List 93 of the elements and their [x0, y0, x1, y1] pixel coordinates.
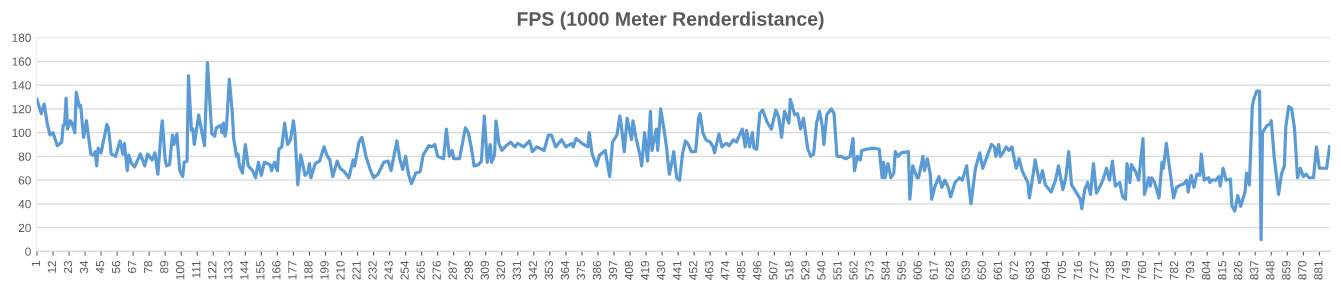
x-tick-label: 606	[913, 260, 922, 280]
x-tick-label: 441	[673, 261, 682, 280]
x-tick-label: 716	[1073, 260, 1083, 280]
x-tick-label: 254	[400, 260, 409, 280]
x-tick-label: 133	[224, 260, 233, 280]
x-tick-label: 199	[320, 261, 329, 280]
x-tick-label: 562	[849, 261, 858, 280]
x-tick-label: 661	[993, 261, 1002, 280]
x-tick-label: 188	[304, 260, 313, 280]
x-tick-label: 881	[1314, 261, 1323, 280]
x-tick-label: 628	[945, 260, 954, 280]
x-tick-label: 650	[977, 260, 986, 280]
x-tick-label: 804	[1201, 260, 1211, 280]
x-tick-label: 309	[480, 261, 489, 280]
y-tick-label: 60	[18, 176, 31, 185]
x-tick-label: 89	[159, 261, 169, 274]
x-tick-label: 815	[1217, 260, 1227, 280]
x-tick-label: 782	[1169, 261, 1179, 280]
x-tick-label: 419	[640, 261, 650, 280]
x-tick-label: 859	[1282, 261, 1291, 280]
x-tick-label: 353	[544, 260, 554, 280]
x-tick-label: 342	[528, 261, 538, 280]
x-tick-label: 34	[79, 260, 89, 274]
x-tick-label: 496	[753, 260, 762, 280]
x-tick-label: 12	[47, 261, 57, 273]
x-tick-label: 584	[881, 260, 890, 280]
x-tick-label: 56	[111, 260, 121, 274]
x-tick-label: 397	[608, 261, 618, 280]
x-tick-label: 771	[1153, 261, 1163, 280]
x-tick-label: 111	[192, 261, 201, 278]
x-tick-label: 826	[1234, 260, 1243, 280]
x-tick-label: 122	[208, 261, 217, 280]
x-tick-label: 155	[256, 260, 265, 280]
x-tick-label: 837	[1250, 261, 1259, 280]
y-tick-label: 20	[18, 223, 31, 233]
x-tick-label: 463	[705, 260, 714, 280]
x-tick-label: 1	[31, 261, 40, 267]
x-tick-label: 221	[352, 261, 361, 280]
x-tick-label: 595	[897, 260, 906, 280]
x-tick-label: 430	[656, 260, 666, 280]
x-tick-label: 45	[95, 260, 105, 274]
x-tick-label: 78	[143, 260, 153, 273]
x-tick-label: 408	[624, 260, 634, 280]
x-tick-label: 331	[512, 261, 522, 280]
chart-title: FPS (1000 Meter Renderdistance)	[517, 11, 824, 30]
x-tick-label: 67	[127, 261, 137, 273]
x-tick-label: 617	[929, 261, 938, 280]
x-tick-label: 375	[576, 260, 586, 280]
x-tick-label: 551	[833, 261, 842, 280]
x-tick-label: 760	[1137, 260, 1147, 280]
y-tick-label: 120	[12, 104, 31, 114]
x-tick-label: 507	[769, 261, 778, 280]
y-tick-label: 0	[25, 247, 31, 256]
x-tick-label: 727	[1089, 261, 1098, 280]
x-tick-label: 474	[721, 260, 730, 280]
x-tick-label: 177	[288, 261, 297, 280]
x-tick-label: 386	[592, 260, 602, 280]
x-tick-label: 298	[464, 260, 473, 280]
y-tick-label: 40	[18, 199, 31, 209]
x-tick-label: 683	[1025, 260, 1034, 280]
x-tick-label: 848	[1266, 260, 1275, 280]
y-tick-label: 80	[18, 152, 31, 161]
x-tick-label: 100	[176, 260, 185, 280]
x-tick-label: 672	[1009, 261, 1018, 280]
line-series	[36, 60, 1331, 242]
x-tick-label: 870	[1298, 260, 1307, 280]
x-tick-label: 694	[1041, 260, 1050, 280]
x-tick-label: 287	[448, 261, 457, 280]
x-tick-label: 243	[384, 260, 393, 280]
x-tick-label: 452	[688, 261, 698, 280]
y-tick-label: 160	[12, 57, 31, 66]
x-tick-label: 738	[1105, 260, 1115, 280]
x-tick-label: 705	[1057, 260, 1067, 280]
y-tick-label: 180	[12, 33, 31, 42]
x-tick-label: 639	[961, 261, 970, 280]
y-tick-label: 100	[12, 128, 31, 138]
x-tick-label: 485	[737, 260, 746, 280]
x-tick-label: 518	[785, 260, 794, 280]
x-tick-label: 276	[432, 260, 441, 280]
x-tick-label: 210	[336, 260, 345, 280]
x-tick-label: 364	[560, 260, 570, 280]
x-tick-label: 529	[801, 261, 810, 280]
x-tick-label: 144	[240, 260, 249, 280]
x-tick-label: 23	[63, 260, 73, 273]
x-tick-label: 320	[496, 260, 505, 280]
x-tick-label: 793	[1185, 260, 1195, 280]
x-tick-label: 265	[416, 260, 425, 280]
x-tick-label: 232	[368, 261, 377, 280]
y-tick-label: 140	[12, 81, 31, 90]
x-tick-label: 749	[1121, 261, 1131, 280]
x-tick-label: 166	[272, 260, 281, 280]
x-tick-label: 573	[865, 260, 874, 280]
x-tick-label: 540	[817, 260, 826, 280]
